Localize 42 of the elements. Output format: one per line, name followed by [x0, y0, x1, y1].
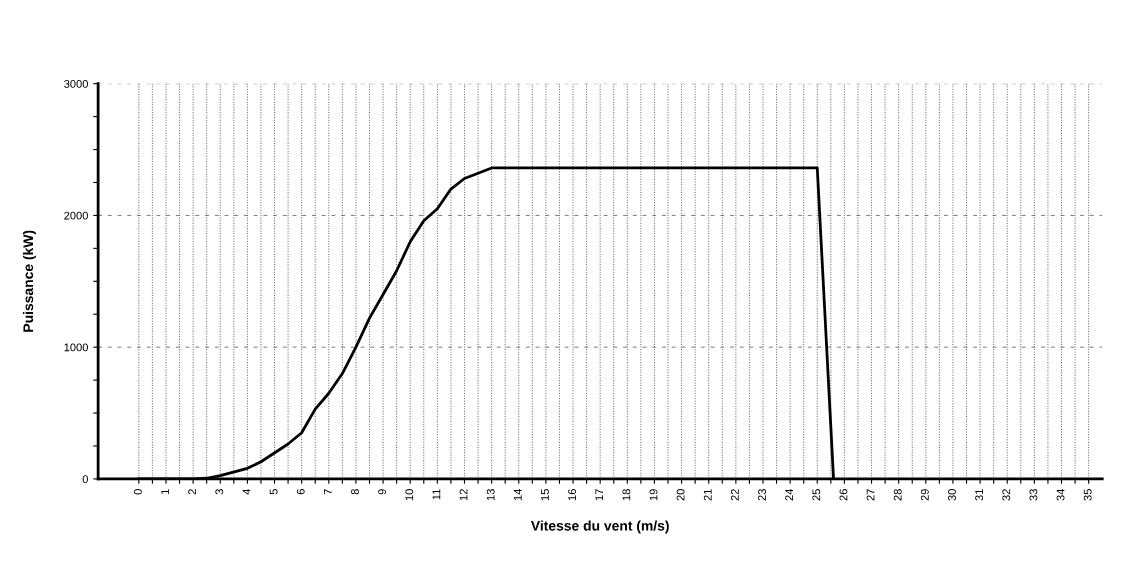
x-tick-label: 19 [649, 489, 658, 501]
x-tick-label: 25 [812, 489, 821, 501]
x-tick-label: 23 [758, 489, 766, 501]
x-tick-label: 18 [622, 489, 631, 501]
x-tick-label: 21 [703, 489, 712, 501]
x-tick-label: 2 [188, 489, 196, 495]
x-tick-label: 35 [1083, 489, 1092, 501]
x-axis-title: Vitesse du vent (m/s) [530, 520, 669, 534]
x-tick-label: 28 [893, 489, 902, 501]
x-tick-label: 7 [324, 489, 332, 495]
x-tick-label: 0 [133, 489, 142, 495]
x-tick-label: 13 [486, 489, 495, 501]
x-tick-label: 4 [242, 488, 251, 495]
x-tick-label: 17 [595, 489, 604, 501]
x-tick-label: 31 [975, 489, 984, 501]
x-tick-label: 1 [161, 489, 169, 494]
x-tick-label: 16 [568, 489, 577, 501]
x-tick-label: 34 [1056, 488, 1065, 501]
x-tick-label: 22 [730, 489, 739, 501]
x-tick-label: 14 [513, 488, 522, 501]
x-tick-label: 8 [351, 489, 359, 495]
x-tick-label: 11 [432, 489, 441, 500]
x-tick-label: 29 [920, 489, 929, 501]
x-tick-label: 24 [785, 488, 793, 501]
x-tick-label: 10 [405, 489, 414, 501]
x-tick-label: 30 [948, 489, 956, 501]
y-tick-label: 2000 [64, 211, 88, 220]
y-tick-label: 0 [82, 475, 88, 484]
x-tick-label: 26 [839, 489, 848, 501]
x-tick-label: 9 [378, 489, 387, 495]
x-tick-label: 32 [1002, 489, 1011, 501]
x-tick-label: 15 [541, 489, 549, 501]
x-tick-label: 27 [866, 489, 875, 501]
y-axis-title: Puissance (kW) [22, 230, 36, 332]
x-tick-label: 3 [215, 489, 224, 495]
x-tick-label: 33 [1029, 489, 1038, 501]
x-tick-label: 20 [676, 489, 685, 501]
x-tick-label: 12 [459, 489, 468, 501]
x-tick-label: 5 [269, 489, 278, 495]
y-tick-label: 1000 [64, 343, 88, 352]
y-tick-label: 3000 [64, 79, 88, 88]
x-tick-label: 6 [296, 489, 305, 495]
